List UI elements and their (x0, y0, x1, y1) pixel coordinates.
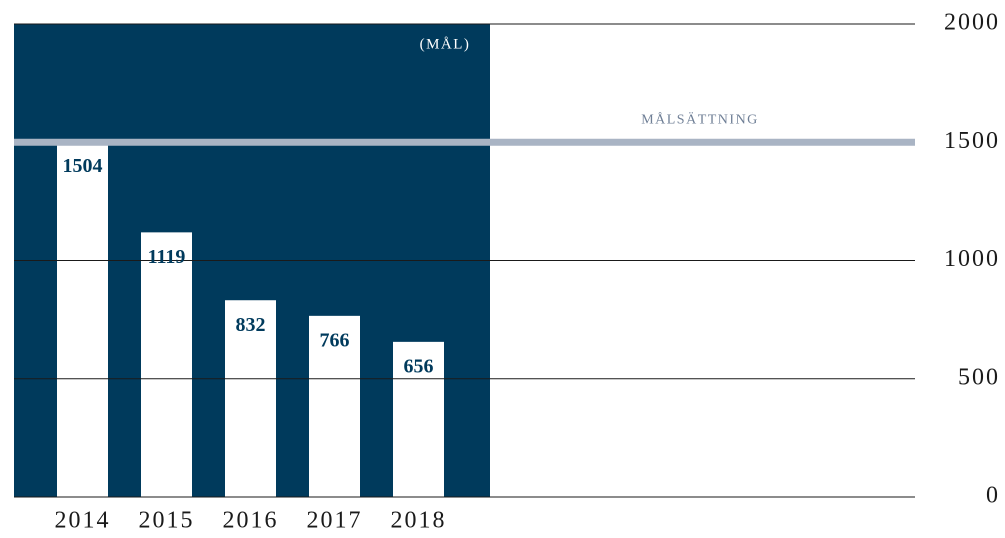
x-tick-label: 2015 (139, 508, 195, 534)
y-tick-label: 2000 (944, 10, 1000, 36)
value-label: 832 (236, 314, 266, 336)
y-tick-label: 500 (958, 364, 1000, 390)
bar (57, 141, 108, 497)
value-label: 1504 (63, 155, 103, 177)
y-tick-label: 1000 (944, 246, 1000, 272)
value-label: 766 (320, 329, 350, 351)
value-label: 1119 (148, 246, 186, 268)
x-tick-label: 2016 (223, 508, 279, 534)
annotation: (MÅL) (420, 36, 471, 52)
bar (309, 315, 360, 497)
bar (141, 232, 192, 497)
y-tick-label: 1500 (944, 128, 1000, 154)
x-tick-label: 2017 (307, 508, 363, 534)
bar (393, 341, 444, 497)
target-label: MÅLSÄTTNING (641, 110, 759, 127)
x-tick-label: 2018 (391, 508, 447, 534)
bar (225, 300, 276, 497)
x-tick-label: 2014 (55, 508, 111, 534)
y-tick-label: 0 (986, 483, 1000, 509)
value-label: 656 (404, 355, 434, 377)
